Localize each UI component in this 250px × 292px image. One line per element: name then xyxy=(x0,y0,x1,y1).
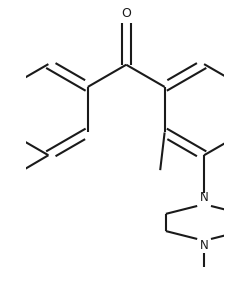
Text: O: O xyxy=(121,7,131,20)
Text: N: N xyxy=(200,191,208,204)
Text: N: N xyxy=(200,239,208,252)
